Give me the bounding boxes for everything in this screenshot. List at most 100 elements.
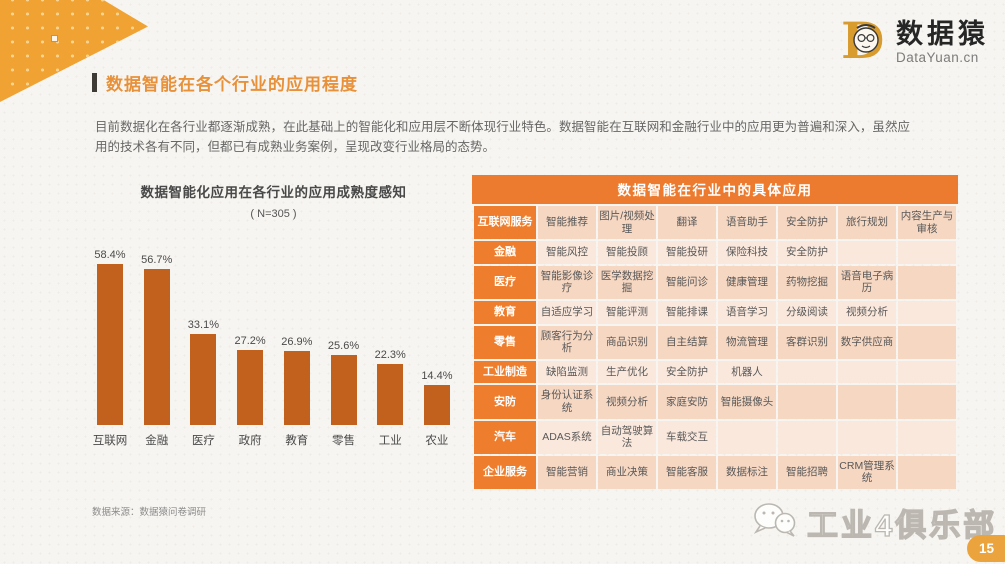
- bar: [377, 363, 404, 425]
- application-cell: 安全防护: [658, 360, 716, 384]
- empty-cell: [898, 241, 956, 264]
- table-row: 零售 顾客行为分析 商品识别 自主结算 物流管理 客群识别 数字供应商: [474, 325, 956, 359]
- application-cell: 车载交互: [658, 420, 716, 454]
- bar: [237, 350, 264, 425]
- table-row: 金融 智能风控 智能投顾 智能投研 保险科技 安全防护: [474, 241, 956, 264]
- bar-item: 14.4% 农业: [416, 232, 458, 447]
- application-cell: 语音学习: [718, 301, 776, 324]
- row-header: 零售: [474, 325, 536, 359]
- intro-paragraph: 目前数据化在各行业都逐渐成熟，在此基础上的智能化和应用层不断体现行业特色。数据智…: [95, 120, 910, 154]
- bar-value-label: 22.3%: [374, 348, 406, 361]
- chart-subtitle: ( N=305 ): [250, 208, 297, 220]
- application-cell: 顾客行为分析: [538, 325, 596, 359]
- row-header: 企业服务: [474, 455, 536, 490]
- table-row: 医疗 智能影像诊疗 医学数据挖掘 智能问诊 健康管理 药物挖掘 语音电子病历: [474, 265, 956, 300]
- bar: [330, 354, 357, 425]
- bar: [423, 385, 450, 425]
- application-cell: 语音电子病历: [838, 265, 896, 300]
- application-cell: CRM管理系统: [838, 455, 896, 490]
- application-cell: 机器人: [718, 360, 776, 384]
- empty-cell: [778, 360, 836, 384]
- row-header: 医疗: [474, 265, 536, 300]
- empty-cell: [898, 301, 956, 324]
- section-title: 数据智能在各个行业的应用程度: [92, 70, 358, 95]
- datayuan-logo: D 数据猿 DataYuan.cn: [839, 11, 989, 71]
- application-cell: 智能排课: [658, 301, 716, 324]
- application-cell: 数字供应商: [838, 325, 896, 359]
- application-cell: 智能影像诊疗: [538, 265, 596, 300]
- row-header: 安防: [474, 385, 536, 419]
- application-cell: 智能摄像头: [718, 385, 776, 419]
- chart-bars: 58.4% 互联网 56.7% 金融 33.1% 医疗 27.2% 政府 26.9% 教育 25.6…: [86, 232, 461, 447]
- table-row: 互联网服务 智能推荐 图片/视频处理 翻译 语音助手 安全防护 旅行规划 内容生产与审核: [474, 206, 956, 240]
- bar-value-label: 27.2%: [234, 335, 266, 348]
- row-header: 汽车: [474, 420, 536, 454]
- bar-item: 22.3% 工业: [369, 232, 411, 447]
- bar-value-label: 14.4%: [421, 370, 453, 383]
- application-cell: 商业决策: [598, 455, 656, 490]
- bar-item: 58.4% 互联网: [89, 232, 131, 447]
- empty-cell: [898, 420, 956, 454]
- corner-flag-square: [51, 35, 58, 42]
- bar-category-label: 工业: [378, 435, 402, 447]
- application-cell: 数据标注: [718, 455, 776, 490]
- application-cell: 医学数据挖掘: [598, 265, 656, 300]
- application-cell: 内容生产与审核: [898, 206, 956, 240]
- table-row: 汽车 ADAS系统 自动驾驶算法 车载交互: [474, 420, 956, 454]
- chart-title: 数据智能化应用在各行业的应用成熟度感知: [140, 185, 407, 200]
- application-cell: 图片/视频处理: [598, 206, 656, 240]
- bar: [97, 264, 123, 425]
- application-cell: 智能推荐: [538, 206, 596, 240]
- application-cell: 自主结算: [658, 325, 716, 359]
- row-header: 互联网服务: [474, 206, 536, 240]
- empty-cell: [838, 420, 896, 454]
- bar-value-label: 26.9%: [281, 336, 313, 349]
- applications-grid-body: 互联网服务 智能推荐 图片/视频处理 翻译 语音助手 安全防护 旅行规划 内容生产与审核 金融智…: [474, 206, 956, 490]
- bar-item: 33.1% 医疗: [182, 232, 224, 447]
- empty-cell: [898, 265, 956, 300]
- application-cell: 生产优化: [598, 360, 656, 384]
- empty-cell: [898, 455, 956, 490]
- row-header: 教育: [474, 301, 536, 324]
- application-cell: ADAS系统: [538, 420, 596, 454]
- bar: [190, 333, 217, 425]
- maturity-bar-chart: 数据智能化应用在各行业的应用成熟度感知 ( N=305 ) 58.4% 互联网 56…: [86, 181, 461, 447]
- bar-item: 26.9% 教育: [276, 232, 318, 447]
- table-title: 数据智能在行业中的具体应用: [472, 175, 958, 204]
- application-cell: 智能问诊: [658, 265, 716, 300]
- bar-item: 27.2% 政府: [229, 232, 271, 447]
- application-cell: 智能客服: [658, 455, 716, 490]
- bar-category-label: 教育: [285, 435, 309, 447]
- bar-value-label: 58.4%: [94, 249, 126, 262]
- applications-grid: 互联网服务 智能推荐 图片/视频处理 翻译 语音助手 安全防护 旅行规划 内容生产与审核 金融智…: [472, 204, 958, 491]
- watermark-text: 工业4俱乐部: [806, 507, 998, 543]
- application-cell: 健康管理: [718, 265, 776, 300]
- empty-cell: [838, 241, 896, 264]
- title-tick-bar: [92, 73, 97, 92]
- data-source-note: 数据来源：数据猿问卷调研: [92, 507, 207, 518]
- empty-cell: [778, 385, 836, 419]
- empty-cell: [838, 385, 896, 419]
- application-cell: 家庭安防: [658, 385, 716, 419]
- application-cell: 自动驾驶算法: [598, 420, 656, 454]
- empty-cell: [898, 360, 956, 384]
- table-row: 安防 身份认证系统 视频分析 家庭安防 智能摄像头: [474, 385, 956, 419]
- table-row: 企业服务 智能营销 商业决策 智能客服 数据标注 智能招聘 CRM管理系统: [474, 455, 956, 490]
- bar-category-label: 互联网: [92, 435, 128, 447]
- application-cell: 保险科技: [718, 241, 776, 264]
- logo-name: 数据猿: [896, 19, 989, 50]
- wechat-watermark: 工业4俱乐部: [752, 500, 997, 545]
- bar-item: 56.7% 金融: [136, 232, 178, 447]
- application-cell: 智能评测: [598, 301, 656, 324]
- bar-value-label: 56.7%: [141, 254, 173, 267]
- application-cell: 智能风控: [538, 241, 596, 264]
- application-cell: 缺陷监测: [538, 360, 596, 384]
- application-cell: 商品识别: [598, 325, 656, 359]
- bar-category-label: 零售: [332, 435, 356, 447]
- application-cell: 药物挖掘: [778, 265, 836, 300]
- application-cell: 智能投顾: [598, 241, 656, 264]
- table-row: 教育 自适应学习 智能评测 智能排课 语音学习 分级阅读 视频分析: [474, 301, 956, 324]
- bar-value-label: 25.6%: [327, 339, 360, 352]
- application-cell: 物流管理: [718, 325, 776, 359]
- application-cell: 安全防护: [778, 206, 836, 240]
